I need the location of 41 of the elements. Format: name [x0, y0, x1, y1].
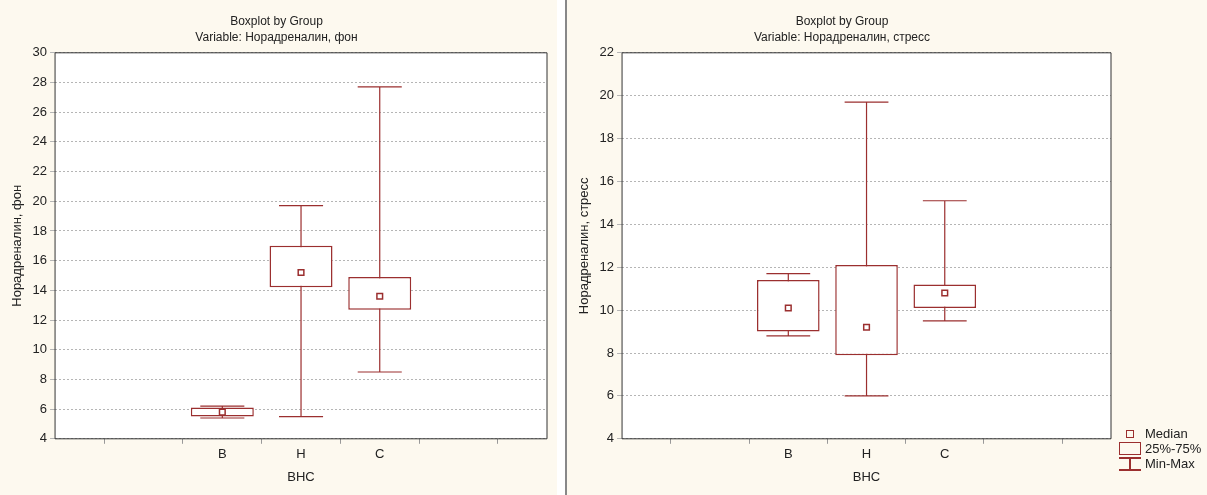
text: Min-Max [1145, 456, 1195, 471]
y-tick-label: 26 [32, 103, 48, 119]
y-tick-label: 12 [599, 258, 615, 274]
x-tick-label: В [783, 446, 793, 462]
y-tick-label: 16 [32, 252, 48, 268]
x-tick-label: С [940, 446, 950, 462]
y-axis-title: Норадреналин, фон [9, 184, 25, 307]
text: 25%-75% [1145, 441, 1202, 456]
y-tick-label: 18 [32, 222, 48, 238]
y-tick-label: 24 [32, 133, 48, 149]
y-tick-label: 6 [606, 387, 615, 403]
y-tick-label: 4 [39, 430, 48, 446]
chart-title: Boxplot by Group [230, 13, 324, 28]
y-tick-label: 22 [32, 163, 48, 179]
chart-subtitle: Variable: Норадреналин, стресс [754, 29, 930, 44]
y-tick-label: 20 [599, 87, 615, 103]
y-tick-label: 4 [606, 430, 615, 446]
y-tick-label: 18 [599, 130, 615, 146]
y-tick-label: 8 [39, 370, 48, 386]
x-tick-label: Н [861, 446, 872, 462]
y-tick-label: 16 [599, 173, 615, 189]
y-tick-label: 8 [606, 344, 615, 360]
y-tick-label: 6 [39, 400, 48, 416]
y-axis-title: Норадреналин, стресс [576, 176, 592, 315]
x-tick-label: В [217, 446, 227, 462]
x-axis-title: ВНС [852, 468, 881, 484]
y-tick-label: 10 [599, 301, 615, 317]
chart-title: Boxplot by Group [795, 13, 889, 28]
x-axis-title: ВНС [287, 468, 315, 484]
y-tick-label: 12 [32, 311, 48, 327]
y-tick-label: 22 [599, 44, 615, 60]
x-tick-label: С [375, 446, 385, 462]
y-tick-label: 30 [32, 44, 48, 60]
y-tick-label: 14 [32, 281, 48, 297]
chart-subtitle: Variable: Норадреналин, фон [195, 29, 358, 44]
text: Median [1145, 426, 1188, 441]
x-tick-label: Н [296, 446, 306, 462]
y-tick-label: 28 [32, 74, 48, 90]
y-tick-label: 14 [599, 215, 615, 231]
y-tick-label: 10 [32, 341, 48, 357]
y-tick-label: 20 [32, 192, 48, 208]
